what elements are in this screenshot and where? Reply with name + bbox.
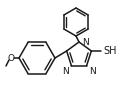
Text: O: O	[8, 53, 15, 62]
Text: N: N	[62, 67, 69, 76]
Text: N: N	[89, 67, 96, 76]
Text: SH: SH	[103, 46, 117, 56]
Text: N: N	[82, 38, 89, 47]
